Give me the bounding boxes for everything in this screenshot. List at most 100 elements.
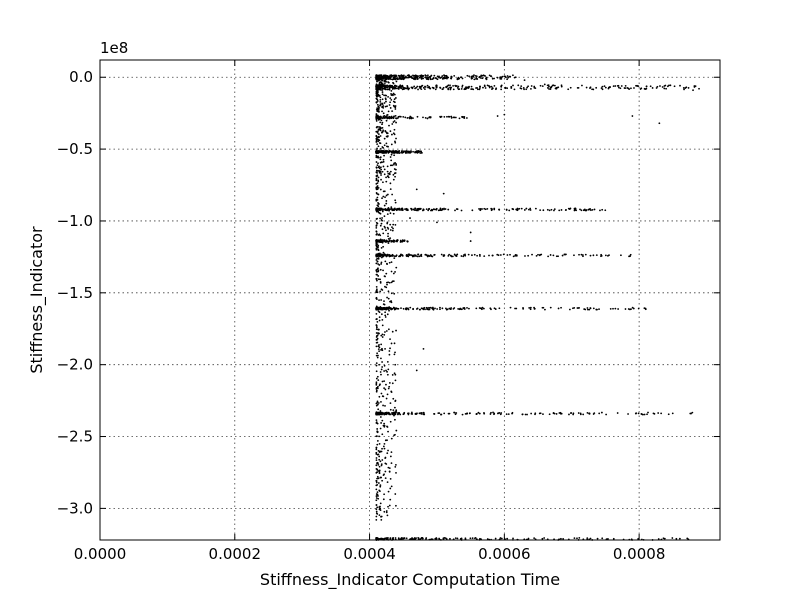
data-point (391, 133, 393, 136)
data-point (386, 262, 388, 265)
y-tick-label: −2.5 (57, 428, 93, 446)
data-point (422, 75, 424, 78)
data-point (392, 212, 395, 215)
data-point (381, 324, 384, 327)
data-point (473, 78, 476, 81)
data-point (546, 208, 549, 211)
y-tick-label: −3.0 (57, 499, 93, 517)
data-point (530, 412, 533, 415)
data-point (375, 495, 378, 497)
data-point (500, 88, 503, 91)
data-point (417, 150, 420, 152)
data-point (379, 476, 382, 479)
data-point (541, 537, 544, 540)
data-point (657, 412, 660, 414)
data-point (512, 74, 514, 77)
data-point (426, 117, 429, 120)
data-point (420, 88, 423, 90)
data-point (644, 307, 647, 310)
data-point (393, 74, 396, 77)
data-point (533, 537, 536, 540)
data-point (389, 188, 392, 191)
data-point (402, 115, 405, 118)
data-point (500, 412, 503, 414)
data-point (493, 84, 496, 87)
data-point (392, 397, 395, 400)
data-point (484, 87, 487, 89)
data-point (416, 151, 419, 154)
data-point (399, 85, 402, 88)
data-point (527, 254, 530, 257)
data-point (446, 115, 448, 118)
data-point (376, 334, 379, 337)
data-point (507, 413, 510, 415)
data-point (381, 217, 383, 219)
data-point (390, 153, 393, 156)
data-point (375, 192, 378, 195)
data-point (406, 254, 409, 257)
data-point (434, 307, 436, 310)
data-point (380, 401, 382, 403)
data-point (376, 462, 378, 465)
data-point (375, 413, 378, 416)
data-point (379, 278, 382, 281)
data-point (389, 420, 392, 423)
data-point (386, 296, 388, 299)
data-point (375, 97, 378, 100)
data-point (390, 143, 393, 146)
data-point (491, 77, 494, 80)
data-point (386, 426, 389, 428)
data-point (421, 84, 423, 87)
data-point (390, 150, 393, 153)
data-point (394, 537, 397, 539)
data-point (475, 307, 478, 310)
data-point (389, 408, 392, 411)
data-point (379, 254, 382, 257)
data-point (376, 387, 379, 390)
data-point (381, 93, 384, 96)
data-point (640, 413, 643, 415)
tick-labels: 0.0000 0.0002 0.0004 0.0006 0.0008 0.0 −0.5 −1.… (57, 68, 666, 563)
data-point (389, 130, 392, 133)
data-point (512, 208, 514, 211)
data-point (375, 354, 378, 357)
data-point (382, 232, 385, 235)
data-point (666, 85, 669, 88)
data-point (390, 115, 393, 118)
data-point (383, 168, 386, 171)
data-point (375, 404, 378, 407)
axis-ticks (99, 60, 720, 540)
data-point (579, 413, 582, 416)
data-point (394, 411, 396, 414)
data-point (379, 238, 382, 241)
data-point (489, 307, 492, 310)
data-point (381, 89, 384, 91)
data-point (509, 306, 512, 309)
data-point (544, 308, 546, 311)
data-point (375, 451, 378, 454)
data-point (375, 221, 378, 224)
data-point (537, 253, 539, 256)
data-point (379, 507, 382, 510)
outlier-point (665, 87, 667, 90)
data-point (427, 86, 429, 89)
data-point (393, 255, 396, 257)
data-point (392, 254, 394, 257)
data-point (387, 206, 390, 209)
data-point (637, 412, 640, 415)
data-point (486, 207, 489, 210)
data-point (572, 412, 575, 415)
data-point (391, 226, 393, 229)
data-point (390, 261, 393, 264)
data-point (502, 253, 505, 256)
data-point (378, 81, 381, 84)
data-point (460, 88, 463, 90)
data-point (377, 310, 380, 313)
data-point (491, 254, 494, 257)
data-point (643, 413, 646, 416)
data-point (586, 537, 589, 540)
data-point (377, 379, 380, 382)
data-point (398, 152, 401, 154)
data-point (376, 279, 378, 282)
